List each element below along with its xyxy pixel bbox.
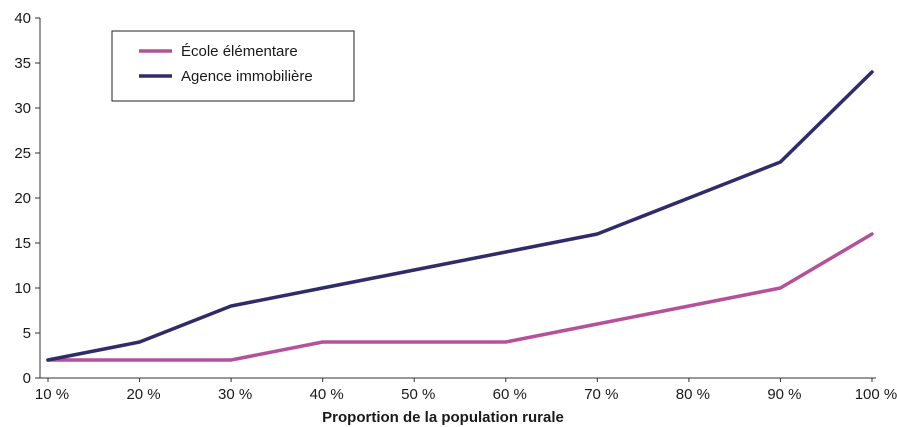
x-tick-label: 90 %: [767, 386, 801, 403]
y-tick-label: 5: [23, 325, 31, 342]
x-tick-label: 40 %: [310, 386, 344, 403]
x-tick-label: 100 %: [855, 386, 897, 403]
x-tick-label: 30 %: [218, 386, 252, 403]
x-axis-title: Proportion de la population rurale: [322, 409, 564, 426]
y-tick-label: 20: [14, 190, 31, 207]
x-tick-label: 70 %: [584, 386, 618, 403]
legend: École élémentare Agence immobilière: [111, 30, 355, 102]
x-tick-label: 60 %: [493, 386, 527, 403]
y-axis: 0 5 10 15 20 25 30 35 40: [14, 10, 41, 387]
series-line-2: [46, 70, 874, 362]
legend-box: [111, 30, 355, 102]
y-tick-label: 40: [14, 10, 31, 27]
legend-label-1: École élémentare: [181, 43, 298, 60]
y-tick-label: 25: [14, 145, 31, 162]
series-layer: [46, 70, 874, 362]
x-tick-label: 20 %: [126, 386, 160, 403]
y-tick-label: 10: [14, 280, 31, 297]
x-tick-label: 10 %: [35, 386, 69, 403]
x-axis: 10 % 20 % 30 % 40 % 50 % 60 % 70 % 80 % 90 % 100 …: [35, 377, 897, 403]
series-line-1: [46, 232, 874, 362]
y-tick-label: 30: [14, 100, 31, 117]
legend-label-2: Agence immobilière: [181, 68, 313, 85]
y-tick-label: 35: [14, 55, 31, 72]
x-tick-label: 80 %: [676, 386, 710, 403]
x-tick-label: 50 %: [401, 386, 435, 403]
y-tick-label: 0: [23, 370, 31, 387]
y-tick-label: 15: [14, 235, 31, 252]
